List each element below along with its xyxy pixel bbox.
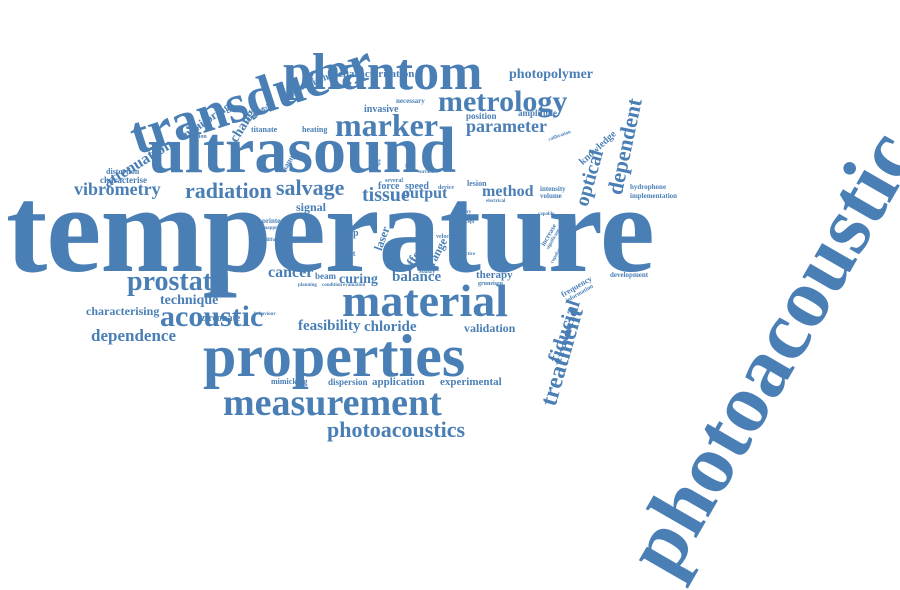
word-necessary: necessary	[396, 97, 425, 105]
word-delivery: delivery	[454, 210, 472, 215]
word-behaviour: behaviour	[254, 312, 276, 317]
word-validation: validation	[464, 321, 516, 335]
word-dependence: dependence	[91, 326, 176, 345]
word-tissue: tissue	[362, 184, 410, 206]
word-gruneisen-small: gruneisen	[478, 281, 504, 287]
word-calibration: calibration	[548, 130, 572, 143]
word-several: several	[385, 178, 403, 184]
word-condition: condition	[322, 283, 343, 288]
word-velocity: velocity	[436, 234, 456, 240]
word-salvage: salvage	[276, 175, 345, 200]
word-ultrasound: ultrasound	[148, 114, 457, 187]
word-temperature: temperature	[6, 161, 655, 298]
word-material: material	[342, 275, 509, 326]
word-amplitude: amplitude	[518, 108, 558, 118]
word-evaluation: evaluation	[343, 283, 366, 288]
word-diffuse: diffuse	[265, 238, 280, 243]
word-electrical: electrical	[486, 199, 506, 204]
word-curing: curing	[339, 272, 378, 287]
word-result: result	[336, 249, 356, 258]
word-chloride: chloride	[364, 319, 417, 335]
word-conversion: conversion	[179, 134, 207, 140]
word-parameter: parameter	[466, 116, 547, 136]
word-balance: balance	[392, 269, 442, 285]
word-study: study	[419, 267, 436, 275]
word-method: method	[482, 183, 534, 200]
word-cancer: cancer	[268, 264, 314, 281]
word-force: force	[378, 181, 400, 192]
word-experimental: experimental	[440, 376, 502, 388]
word-printed: printed	[262, 217, 285, 225]
word-concept: concept	[458, 220, 475, 225]
word-mapping: mapping	[263, 226, 282, 231]
word-pvcp: pvcp	[338, 228, 359, 239]
word-practice: practice	[458, 252, 476, 257]
word-position: position	[466, 111, 497, 121]
word-dispersion: dispersion	[328, 377, 368, 387]
word-beam: beam	[315, 271, 336, 281]
word-vibrometry: vibrometry	[74, 179, 161, 199]
word-metrology: metrology	[438, 85, 568, 118]
word-output: output	[402, 185, 448, 202]
word-characterisation: characterisation	[338, 68, 415, 80]
word-acoustic: acoustic	[160, 300, 264, 333]
word-invasive: invasive	[364, 104, 399, 115]
word-distortion: distortion	[106, 167, 140, 176]
word-properties: properties	[203, 323, 466, 389]
word-device: device	[438, 185, 454, 191]
word-characterise: characterise	[100, 175, 147, 185]
word-signal: signal	[296, 200, 327, 214]
word-heating: heating	[302, 125, 328, 134]
word-prostate: prostate	[127, 266, 225, 297]
word-time: time	[336, 238, 352, 247]
word-marker: marker	[335, 107, 439, 143]
word-implementation: implementation	[630, 192, 678, 200]
word-planning: planning	[298, 283, 317, 288]
word-hydrophone: hydrophone	[630, 183, 667, 191]
word-therapy: therapy	[476, 269, 513, 281]
word-application: application	[372, 376, 425, 388]
word-phantom: phantom	[283, 44, 483, 101]
word-zirconate: zirconate	[201, 313, 241, 324]
word-photoacoustics: photoacoustics	[327, 417, 466, 442]
word-intensity: intensity	[540, 185, 566, 193]
word-lesion: lesion	[467, 179, 487, 188]
word-technique: technique	[160, 293, 219, 308]
word-development: development	[610, 271, 649, 279]
word-volume: volume	[540, 192, 562, 200]
word-mimicking: mimicking	[271, 377, 308, 386]
word-surface: surface	[418, 170, 434, 175]
word-titanate: titanate	[251, 125, 278, 134]
word-cloud: temperature photoacoustic properties ult…	[6, 31, 900, 590]
word-feasibility: feasibility	[298, 318, 361, 334]
word-measurement: measurement	[223, 382, 442, 424]
word-speed: speed	[405, 181, 429, 192]
word-photopolymer: photopolymer	[509, 67, 593, 82]
word-capable: capable	[538, 212, 555, 217]
word-characterising: characterising	[86, 304, 160, 318]
word-radiation: radiation	[185, 178, 272, 203]
